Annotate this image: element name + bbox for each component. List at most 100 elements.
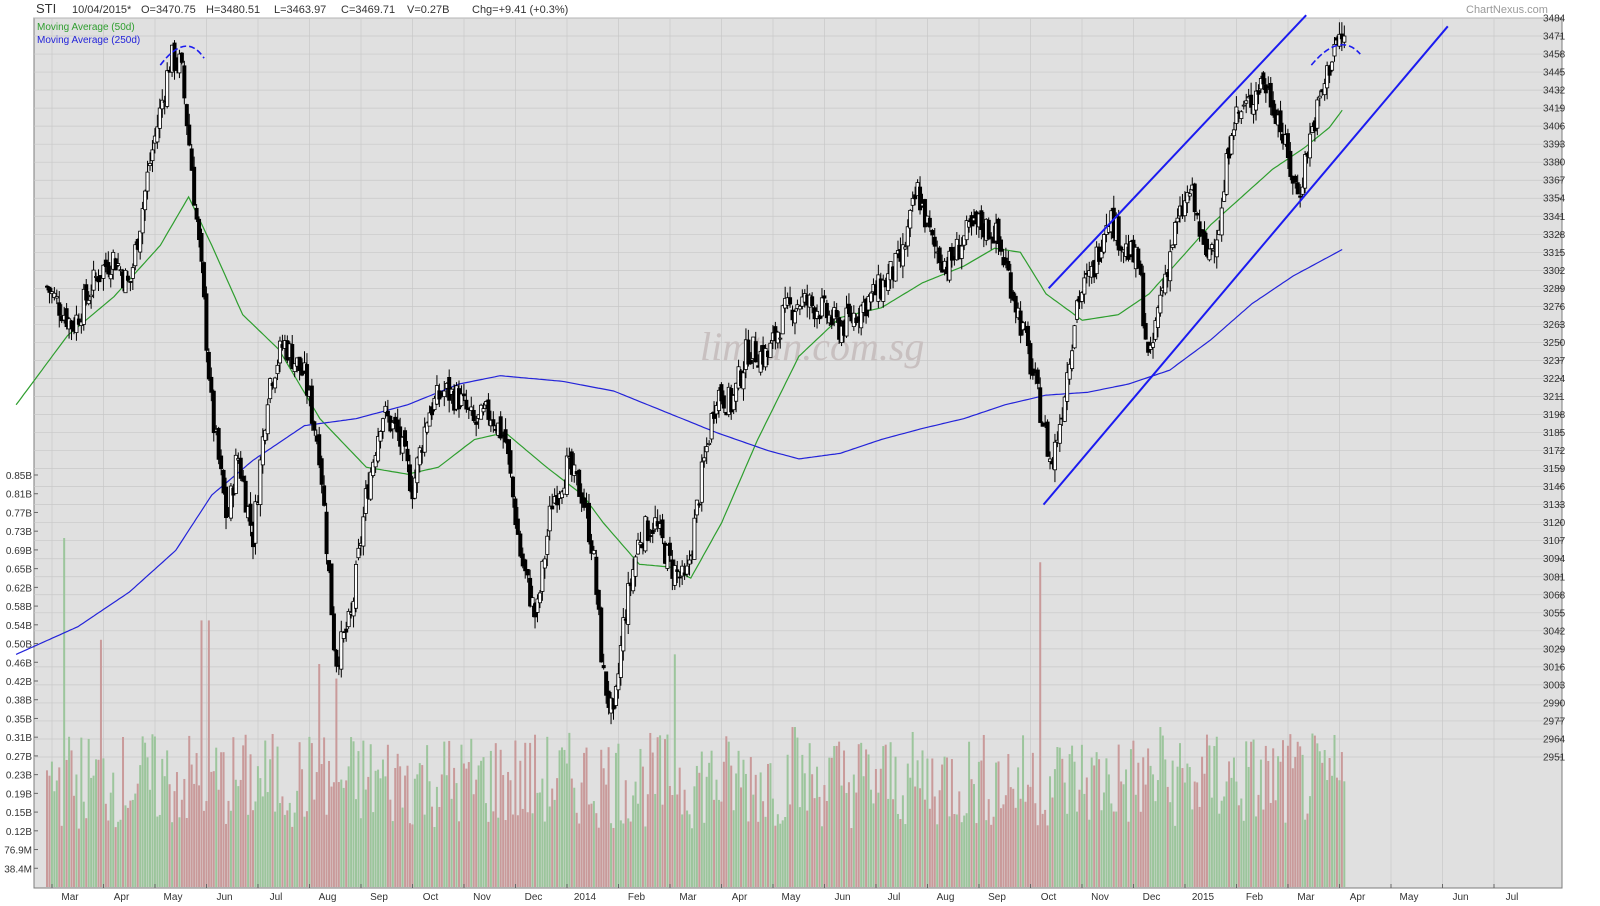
volume-bar: [1078, 789, 1081, 887]
candle-body: [128, 281, 133, 283]
candle-body: [515, 518, 520, 535]
volume-tick-label: 0.12B: [6, 827, 32, 838]
candle-body: [881, 279, 886, 302]
candle-body: [903, 246, 908, 250]
candle-body: [1298, 195, 1303, 198]
volume-bar: [683, 789, 686, 887]
volume-bar: [1311, 733, 1314, 887]
candle-body: [1158, 294, 1163, 314]
volume-tick-label: 0.62B: [6, 583, 32, 594]
month-label: Feb: [1246, 892, 1264, 903]
volume-bar: [1098, 759, 1101, 887]
volume-bar: [646, 794, 649, 887]
candle-body: [1173, 222, 1178, 246]
volume-axis: 0.85B 0.81B 0.77B 0.73B 0.69B 0.65B 0.62B 0.58B…: [4, 471, 38, 875]
volume-bar: [1129, 749, 1132, 887]
volume-bar: [556, 778, 559, 887]
volume-bar: [1284, 822, 1287, 887]
volume-bar: [811, 774, 814, 887]
volume-bar: [1115, 811, 1118, 887]
volume-bar: [183, 778, 186, 887]
candle-body: [1021, 322, 1026, 331]
volume-bar: [992, 816, 995, 887]
candle-body: [677, 576, 682, 579]
volume-bar: [102, 758, 105, 887]
volume-bar: [982, 734, 985, 887]
candle-body: [719, 384, 724, 402]
candle-body: [187, 124, 192, 146]
month-label: May: [782, 892, 801, 903]
volume-bar: [690, 828, 693, 887]
price-tick-label: 3185: [1543, 428, 1566, 439]
volume-bar: [323, 737, 326, 887]
volume-bar: [443, 741, 446, 887]
volume-bar: [185, 818, 188, 887]
volume-bar: [220, 752, 223, 887]
volume-bar: [703, 822, 706, 887]
volume-bar: [1137, 762, 1140, 887]
volume-bar: [857, 744, 860, 887]
candle-body: [147, 163, 152, 167]
volume-bar: [941, 764, 944, 887]
volume-bar: [1093, 765, 1096, 887]
dome-arc: [159, 45, 205, 66]
candle-body: [675, 569, 680, 572]
volume-bar: [1282, 740, 1284, 887]
volume-bar: [607, 747, 610, 887]
price-tick-label: 2964: [1543, 734, 1566, 745]
volume-bar: [156, 816, 159, 887]
volume-bar: [92, 775, 95, 887]
candle-body: [702, 457, 707, 462]
price-tick-label: 3354: [1543, 194, 1566, 205]
candle-body: [461, 393, 466, 397]
candle-body: [1101, 234, 1106, 253]
volume-bar: [977, 761, 980, 887]
price-tick-label: 3237: [1543, 356, 1566, 367]
volume-bar: [313, 799, 316, 887]
month-label: Aug: [937, 892, 955, 903]
volume-bar: [472, 794, 475, 887]
volume-bar: [296, 790, 299, 887]
candle-body: [376, 436, 381, 462]
volume-bar: [779, 823, 782, 887]
candle-body: [1070, 350, 1075, 370]
volume-bar: [1063, 782, 1066, 887]
candle-body: [913, 194, 918, 200]
volume-bar: [1294, 756, 1297, 887]
candle-body: [241, 475, 246, 482]
candle-body: [665, 544, 670, 569]
volume-bar: [884, 744, 887, 887]
volume-bar: [624, 780, 627, 887]
candle-body: [54, 296, 59, 299]
volume-bar: [676, 794, 679, 887]
volume-bar: [1085, 777, 1088, 887]
candle-body: [518, 533, 523, 557]
volume-bar: [494, 743, 497, 887]
candle-body: [47, 286, 52, 293]
price-candles: [45, 22, 1347, 725]
volume-bar: [1193, 781, 1196, 887]
volume-bar: [1259, 759, 1262, 887]
volume-bar: [828, 757, 831, 887]
volume-bar: [359, 818, 362, 887]
volume-bar: [480, 760, 483, 887]
volume-bar: [153, 736, 156, 887]
volume-bar: [587, 804, 590, 887]
volume-bar: [1034, 803, 1037, 887]
volume-bar: [1117, 744, 1120, 887]
candle-body: [1052, 441, 1057, 471]
candle-body: [1209, 244, 1214, 249]
volume-bar: [90, 777, 93, 887]
volume-bar: [926, 758, 929, 887]
volume-bar: [710, 750, 713, 887]
volume-bar: [1176, 766, 1179, 887]
volume-bar: [53, 791, 56, 887]
candle-body: [503, 429, 508, 443]
candle-body: [341, 632, 346, 639]
candle-body: [1197, 221, 1202, 237]
volume-bar: [870, 789, 872, 887]
date-label: 10/04/2015*: [72, 4, 132, 16]
volume-bar: [825, 800, 828, 887]
candle-body: [1143, 323, 1148, 340]
